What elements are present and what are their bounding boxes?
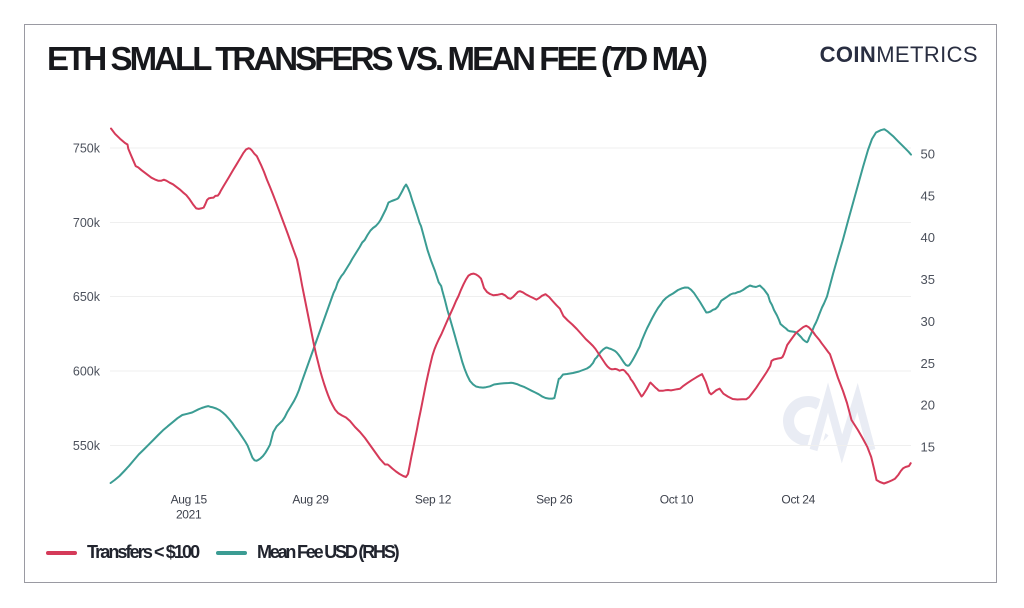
svg-text:Aug 15: Aug 15 (171, 493, 208, 507)
svg-text:Oct 10: Oct 10 (660, 493, 694, 507)
svg-text:650k: 650k (73, 290, 101, 304)
svg-text:550k: 550k (73, 439, 101, 453)
svg-text:2021: 2021 (176, 508, 202, 522)
svg-text:35: 35 (921, 272, 935, 287)
svg-text:Aug 29: Aug 29 (292, 493, 329, 507)
svg-text:45: 45 (921, 188, 935, 203)
svg-text:40: 40 (921, 230, 935, 245)
svg-text:30: 30 (921, 314, 935, 329)
svg-text:600k: 600k (73, 364, 101, 378)
svg-text:Sep 12: Sep 12 (415, 493, 452, 507)
svg-text:20: 20 (921, 398, 935, 413)
svg-text:750k: 750k (73, 141, 101, 155)
svg-text:15: 15 (921, 440, 935, 455)
svg-text:50: 50 (921, 147, 935, 162)
svg-text:Sep 26: Sep 26 (536, 493, 573, 507)
svg-text:700k: 700k (73, 216, 101, 230)
svg-text:25: 25 (921, 356, 935, 371)
svg-text:Oct 24: Oct 24 (781, 493, 815, 507)
